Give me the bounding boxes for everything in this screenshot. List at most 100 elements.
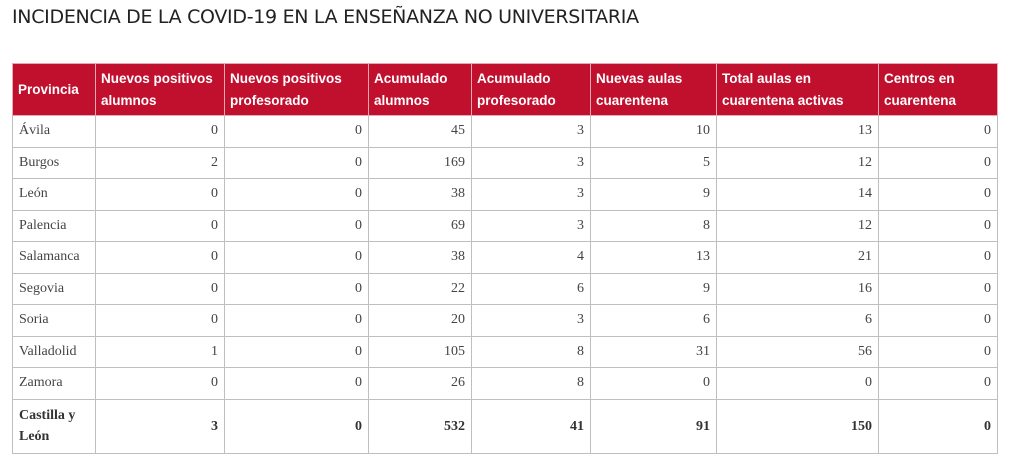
row-label: Valladolid	[12, 335, 96, 368]
cell: 38	[368, 241, 472, 274]
cell: 3	[471, 146, 591, 179]
column-header: Centros en cuarentena	[878, 63, 998, 116]
cell: 0	[95, 304, 225, 337]
cell: 8	[471, 367, 591, 400]
cell: 0	[224, 304, 369, 337]
cell: 12	[716, 146, 879, 179]
cell: 8	[471, 335, 591, 368]
header-row: Provincia Nuevos positivos alumnos Nuevos …	[12, 63, 998, 116]
cell: 0	[224, 272, 369, 305]
table-row: Valladolid 1 0 105 8 31 56 0	[12, 335, 998, 368]
cell: 21	[716, 241, 879, 274]
cell: 0	[878, 115, 998, 148]
cell: 0	[716, 367, 879, 400]
column-header: Nuevos positivos profesorado	[224, 63, 369, 116]
row-label: Segovia	[12, 272, 96, 305]
table-row: Palencia 0 0 69 3 8 12 0	[12, 209, 998, 242]
row-label: Burgos	[12, 146, 96, 179]
row-label: Ávila	[12, 115, 96, 148]
cell: 0	[224, 241, 369, 274]
total-row: Castilla y León 3 0 532 41 91 150 0	[12, 398, 998, 454]
cell: 0	[224, 335, 369, 368]
cell: 6	[590, 304, 717, 337]
row-label: León	[12, 178, 96, 211]
cell: 0	[878, 178, 998, 211]
cell: 2	[95, 146, 225, 179]
cell: 13	[590, 241, 717, 274]
cell: 0	[878, 209, 998, 242]
cell: 38	[368, 178, 472, 211]
cell: 3	[471, 304, 591, 337]
cell: 22	[368, 272, 472, 305]
cell: 0	[95, 272, 225, 305]
cell: 16	[716, 272, 879, 305]
table-row: Ávila 0 0 45 3 10 13 0	[12, 115, 998, 148]
total-cell: 91	[590, 398, 717, 454]
table-row: Burgos 2 0 169 3 5 12 0	[12, 146, 998, 179]
cell: 10	[590, 115, 717, 148]
cell: 0	[224, 115, 369, 148]
page-title: INCIDENCIA DE LA COVID-19 EN LA ENSEÑANZ…	[12, 6, 639, 28]
row-label: Soria	[12, 304, 96, 337]
cell: 6	[716, 304, 879, 337]
table-row: Segovia 0 0 22 6 9 16 0	[12, 272, 998, 305]
column-header: Nuevos positivos alumnos	[95, 63, 225, 116]
column-header: Total aulas en cuarentena activas	[716, 63, 879, 116]
table-row: León 0 0 38 3 9 14 0	[12, 178, 998, 211]
column-header: Acumulado alumnos	[368, 63, 472, 116]
cell: 1	[95, 335, 225, 368]
cell: 26	[368, 367, 472, 400]
row-label: Zamora	[12, 367, 96, 400]
cell: 31	[590, 335, 717, 368]
cell: 105	[368, 335, 472, 368]
column-header: Acumulado profesorado	[471, 63, 591, 116]
cell: 12	[716, 209, 879, 242]
cell: 0	[590, 367, 717, 400]
total-label: Castilla y León	[12, 398, 96, 454]
total-cell: 0	[878, 398, 998, 454]
cell: 8	[590, 209, 717, 242]
column-header: Nuevas aulas cuarentena	[590, 63, 717, 116]
cell: 0	[878, 146, 998, 179]
cell: 0	[224, 178, 369, 211]
cell: 0	[878, 367, 998, 400]
data-table: Provincia Nuevos positivos alumnos Nuevos …	[12, 63, 998, 454]
cell: 3	[471, 209, 591, 242]
cell: 3	[471, 115, 591, 148]
cell: 0	[95, 241, 225, 274]
cell: 13	[716, 115, 879, 148]
cell: 0	[878, 304, 998, 337]
cell: 3	[471, 178, 591, 211]
cell: 14	[716, 178, 879, 211]
total-cell: 532	[368, 398, 472, 454]
row-label: Salamanca	[12, 241, 96, 274]
row-label: Palencia	[12, 209, 96, 242]
cell: 69	[368, 209, 472, 242]
cell: 0	[224, 146, 369, 179]
cell: 0	[95, 209, 225, 242]
cell: 45	[368, 115, 472, 148]
total-cell: 0	[224, 398, 369, 454]
cell: 0	[878, 241, 998, 274]
cell: 5	[590, 146, 717, 179]
cell: 169	[368, 146, 472, 179]
cell: 0	[95, 178, 225, 211]
cell: 9	[590, 272, 717, 305]
total-cell: 41	[471, 398, 591, 454]
table-row: Zamora 0 0 26 8 0 0 0	[12, 367, 998, 400]
cell: 0	[95, 115, 225, 148]
cell: 0	[224, 367, 369, 400]
total-cell: 3	[95, 398, 225, 454]
cell: 0	[878, 335, 998, 368]
total-cell: 150	[716, 398, 879, 454]
cell: 4	[471, 241, 591, 274]
cell: 0	[95, 367, 225, 400]
cell: 0	[224, 209, 369, 242]
cell: 20	[368, 304, 472, 337]
table-row: Salamanca 0 0 38 4 13 21 0	[12, 241, 998, 274]
cell: 9	[590, 178, 717, 211]
cell: 0	[878, 272, 998, 305]
cell: 6	[471, 272, 591, 305]
cell: 56	[716, 335, 879, 368]
